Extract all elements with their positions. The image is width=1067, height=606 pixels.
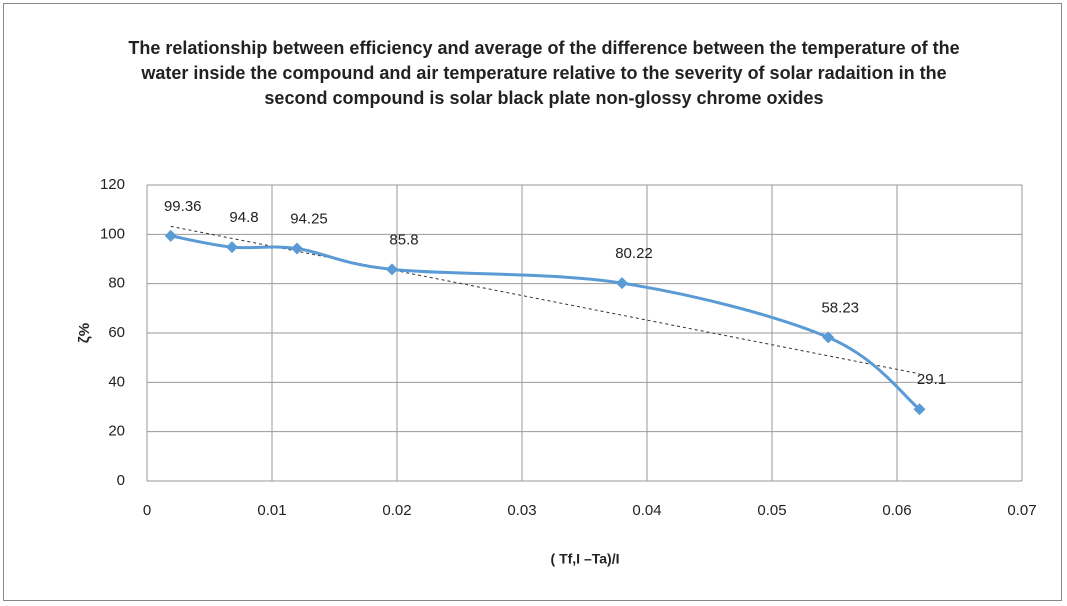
y-tick-label: 80: [108, 275, 125, 292]
data-label: 80.22: [615, 245, 653, 262]
y-tick-label: 100: [100, 225, 125, 242]
x-tick-label: 0.06: [882, 502, 911, 519]
x-tick-label: 0.05: [757, 502, 786, 519]
x-tick-label: 0.02: [382, 502, 411, 519]
series-line: [170, 234, 921, 411]
x-tick-label: 0.04: [632, 502, 661, 519]
y-tick-label: 40: [108, 373, 125, 390]
data-point: [386, 263, 398, 276]
data-label: 58.23: [821, 299, 859, 316]
data-point: [291, 242, 303, 255]
chart-title: The relationship between efficiency and …: [128, 38, 960, 108]
x-axis-label: ( Tf,I –Ta)/I: [551, 551, 620, 567]
y-tick-label: 60: [108, 324, 125, 341]
x-tick-label: 0.01: [257, 502, 286, 519]
data-point: [616, 277, 628, 290]
x-tick-label: 0.07: [1007, 502, 1036, 519]
data-label: 94.8: [229, 209, 258, 226]
y-tick-label: 0: [117, 472, 125, 489]
x-tick-label: 0: [143, 502, 151, 519]
data-label: 29.1: [917, 371, 946, 388]
chart-frame: The relationship between efficiency and …: [3, 3, 1062, 601]
y-axis-label: ζ%: [76, 323, 93, 343]
data-point: [913, 403, 926, 416]
data-label: 99.36: [164, 198, 202, 215]
y-tick-label: 120: [100, 176, 125, 193]
x-tick-label: 0.03: [507, 502, 536, 519]
data-label: 94.25: [290, 210, 328, 227]
data-point: [822, 331, 835, 344]
data-point: [164, 229, 177, 242]
y-tick-label: 20: [108, 423, 125, 440]
data-label: 85.8: [389, 231, 418, 248]
data-point: [226, 241, 238, 254]
